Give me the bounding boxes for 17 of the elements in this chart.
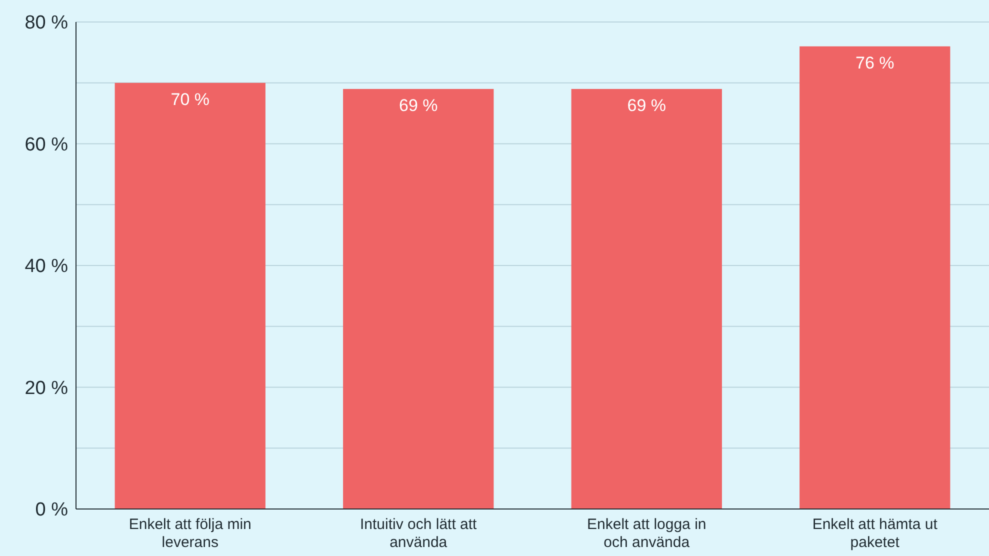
data-label: 70 % (170, 90, 210, 109)
data-label: 76 % (856, 53, 894, 72)
x-tick-label: Enkelt att logga in och använda (587, 516, 706, 551)
y-tick-label: 80 % (24, 12, 68, 34)
bar (114, 82, 266, 509)
y-tick-label: 40 % (24, 256, 68, 278)
bar (571, 88, 722, 509)
y-tick-label: 0 % (35, 500, 68, 521)
x-tick-label: Intuitiv och lätt att använda (360, 516, 478, 551)
x-tick-label: Enkelt att hämta ut paketet (812, 516, 938, 551)
data-label: 69 % (627, 96, 666, 115)
x-tick-label: Enkelt att följa min leverans (128, 516, 252, 551)
data-label: 69 % (399, 96, 438, 115)
y-tick-label: 20 % (24, 378, 68, 399)
y-tick-label: 60 % (24, 134, 68, 156)
bar (800, 46, 950, 509)
bar (343, 88, 494, 509)
